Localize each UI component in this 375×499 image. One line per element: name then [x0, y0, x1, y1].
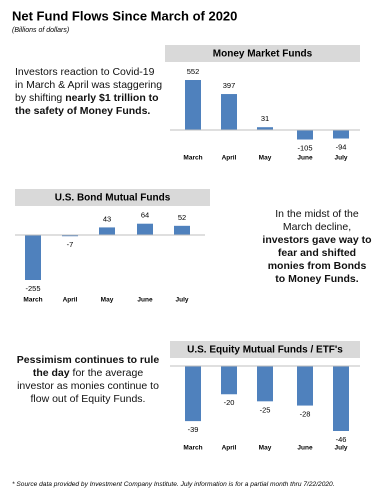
value-label: -7: [67, 240, 74, 249]
chart-title: U.S. Bond Mutual Funds: [55, 193, 171, 204]
note-text: Investors reaction to Covid-19 in March …: [15, 66, 163, 104]
note-text: for the average investor as monies conti…: [17, 367, 159, 405]
bar: [62, 235, 78, 237]
x-tick-label: April: [222, 445, 237, 452]
x-tick-label: May: [259, 445, 272, 452]
bar: [297, 130, 313, 140]
bar: [257, 366, 273, 402]
value-label: -94: [336, 142, 347, 151]
value-label: -39: [188, 425, 199, 434]
bar: [137, 223, 153, 235]
bar: [174, 225, 190, 235]
note-text: nearly $1 trillion to the safety of Mone…: [15, 92, 159, 117]
subtitle: (Billions of dollars): [12, 27, 69, 34]
value-label: -46: [336, 435, 347, 444]
note: Pessimism continues to rule the day for …: [14, 354, 162, 406]
value-label: 52: [178, 213, 186, 222]
note: In the midst of the March decline, inves…: [262, 208, 372, 286]
bar: [297, 366, 313, 406]
note-text: investors gave way to fear and shifted m…: [262, 234, 372, 285]
chart-title: U.S. Equity Mutual Funds / ETF's: [187, 345, 343, 356]
x-tick-label: July: [334, 155, 347, 162]
x-tick-label: June: [297, 155, 313, 162]
note-text: Pessimism continues to rule the day: [16, 354, 160, 379]
bar: [333, 366, 349, 431]
value-label: -28: [300, 410, 311, 419]
value-label: -20: [224, 398, 235, 407]
x-tick-label: March: [23, 297, 42, 304]
x-tick-label: March: [183, 445, 202, 452]
value-label: 31: [261, 114, 269, 123]
bar: [185, 366, 201, 422]
value-label: -105: [297, 143, 312, 152]
x-tick-label: June: [297, 445, 313, 452]
x-tick-label: May: [259, 155, 272, 162]
bar: [99, 227, 115, 235]
x-tick-label: July: [334, 445, 347, 452]
x-tick-label: April: [222, 155, 237, 162]
x-tick-label: June: [137, 297, 153, 304]
value-label: 552: [187, 67, 200, 76]
value-label: 43: [103, 214, 111, 223]
note: Investors reaction to Covid-19 in March …: [15, 66, 163, 118]
chart-title: Money Market Funds: [213, 49, 313, 60]
chart-header: [165, 45, 360, 62]
value-label: -25: [260, 405, 271, 414]
x-tick-label: May: [101, 297, 114, 304]
bar: [25, 235, 41, 280]
x-tick-label: April: [63, 297, 78, 304]
bar: [221, 94, 237, 130]
bar: [257, 127, 273, 130]
bar: [333, 130, 349, 139]
value-label: -255: [25, 284, 40, 293]
value-label: 397: [223, 81, 236, 90]
note-text: In the midst of the March decline,: [275, 208, 359, 233]
x-tick-label: March: [183, 155, 202, 162]
value-label: 64: [141, 211, 149, 220]
chart-header: [15, 189, 210, 206]
x-tick-label: July: [175, 297, 188, 304]
footnote: * Source data provided by Investment Com…: [12, 481, 335, 488]
bar: [185, 80, 201, 130]
bar: [221, 366, 237, 395]
page-title: Net Fund Flows Since March of 2020: [12, 8, 237, 23]
chart-header: [170, 341, 360, 358]
